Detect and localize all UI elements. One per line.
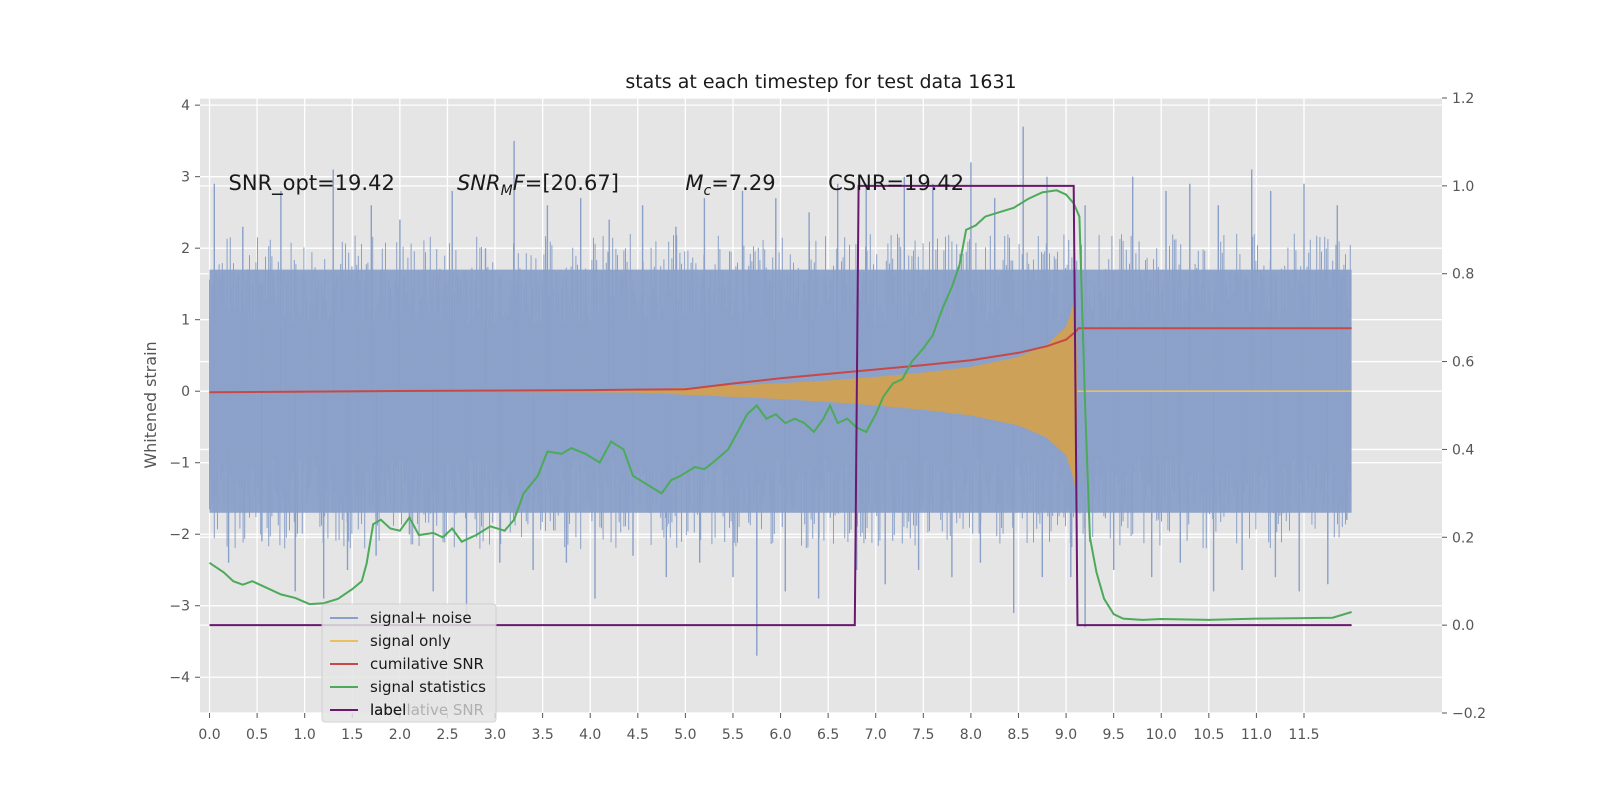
- x-tick-label-3: 1.5: [341, 727, 363, 743]
- x-tick-label-11: 5.5: [722, 727, 744, 743]
- x-tick-label-7: 3.5: [531, 727, 553, 743]
- x-tick-label-8: 4.0: [579, 727, 601, 743]
- annotation-0: SNR_opt=19.42: [229, 171, 395, 196]
- legend-label-3: signal statistics: [370, 678, 486, 696]
- x-tick-label-2: 1.0: [294, 727, 316, 743]
- y-left-tick-label-6: −2: [169, 527, 190, 543]
- series-lines: [208, 184, 1352, 627]
- x-tick-label-1: 0.5: [246, 727, 268, 743]
- legend-label-4: label: [370, 701, 406, 719]
- x-tick-label-15: 7.5: [912, 727, 934, 743]
- x-tick-label-21: 10.5: [1193, 727, 1224, 743]
- x-tick-label-20: 10.0: [1146, 727, 1177, 743]
- annotation-2: Mc=7.29: [685, 171, 775, 199]
- legend-label-2: cumilative SNR: [370, 655, 484, 673]
- y-left-tick-label-7: −3: [169, 599, 190, 615]
- x-tick-label-23: 11.5: [1288, 727, 1319, 743]
- x-tick-label-16: 8.0: [960, 727, 982, 743]
- annotation-1: SNRMF=[20.67]: [457, 171, 619, 199]
- x-tick-label-22: 11.0: [1241, 727, 1272, 743]
- y-right-tick-label-6: 0.0: [1452, 618, 1474, 634]
- line-cumilative-snr: [209, 327, 1352, 394]
- x-tick-label-17: 8.5: [1007, 727, 1029, 743]
- y-left-tick-label-8: −4: [169, 670, 190, 686]
- x-tick-label-0: 0.0: [198, 727, 220, 743]
- chart-title: stats at each timestep for test data 163…: [625, 71, 1016, 93]
- y-left-tick-label-1: 3: [181, 170, 190, 186]
- legend-ghost-text: cumilative SNR: [370, 701, 484, 719]
- series-signal-only: [209, 294, 1352, 488]
- y-left-tick-label-3: 1: [181, 313, 190, 329]
- y-right-tick-label-3: 0.6: [1452, 355, 1474, 371]
- legend-label-overlay: label: [370, 701, 406, 719]
- y-axis-title: Whitened strain: [141, 341, 160, 468]
- x-tick-label-4: 2.0: [389, 727, 411, 743]
- legend-box: [321, 603, 497, 723]
- y-right-tick-label-7: −0.2: [1452, 706, 1486, 722]
- y-left-tick-label-4: 0: [181, 384, 190, 400]
- x-tick-label-18: 9.0: [1055, 727, 1077, 743]
- line-signal-statistics: [208, 189, 1352, 621]
- x-tick-label-9: 4.5: [627, 727, 649, 743]
- x-tick-label-10: 5.0: [674, 727, 696, 743]
- y-right-tick-label-1: 1.0: [1452, 179, 1474, 195]
- annotation-3: CSNR=19.42: [828, 171, 964, 195]
- y-left-tick-label-2: 2: [181, 241, 190, 257]
- legend-label-0: signal+ noise: [370, 609, 472, 627]
- x-tick-label-5: 2.5: [436, 727, 458, 743]
- y-right-tick-label-0: 1.2: [1452, 91, 1474, 107]
- annotations: SNR_opt=19.42 SNRMF=[20.67] Mc=7.29 CSNR=19…: [229, 171, 965, 199]
- y-left-tick-label-0: 4: [181, 98, 190, 114]
- x-tick-label-13: 6.5: [817, 727, 839, 743]
- y-right-tick-label-2: 0.8: [1452, 267, 1474, 283]
- x-tick-label-19: 9.5: [1103, 727, 1125, 743]
- legend: signal+ noise signal only cumilative SNR si…: [321, 603, 497, 723]
- line-label: [209, 184, 1352, 627]
- y-left-tick-label-5: −1: [169, 456, 190, 472]
- signal-envelope: [209, 294, 1078, 488]
- axis-ticks: 0.0 0.5 1.0 1.5 2.0 2.5 3.0 3.5 4.0 4.5 5.0 5.5 6.0 6…: [169, 91, 1486, 743]
- x-tick-label-12: 6.0: [769, 727, 791, 743]
- x-tick-label-6: 3.0: [484, 727, 506, 743]
- x-tick-label-14: 7.0: [865, 727, 887, 743]
- legend-label-1: signal only: [370, 632, 451, 650]
- y-right-tick-label-4: 0.4: [1452, 442, 1474, 458]
- y-right-tick-label-5: 0.2: [1452, 530, 1474, 546]
